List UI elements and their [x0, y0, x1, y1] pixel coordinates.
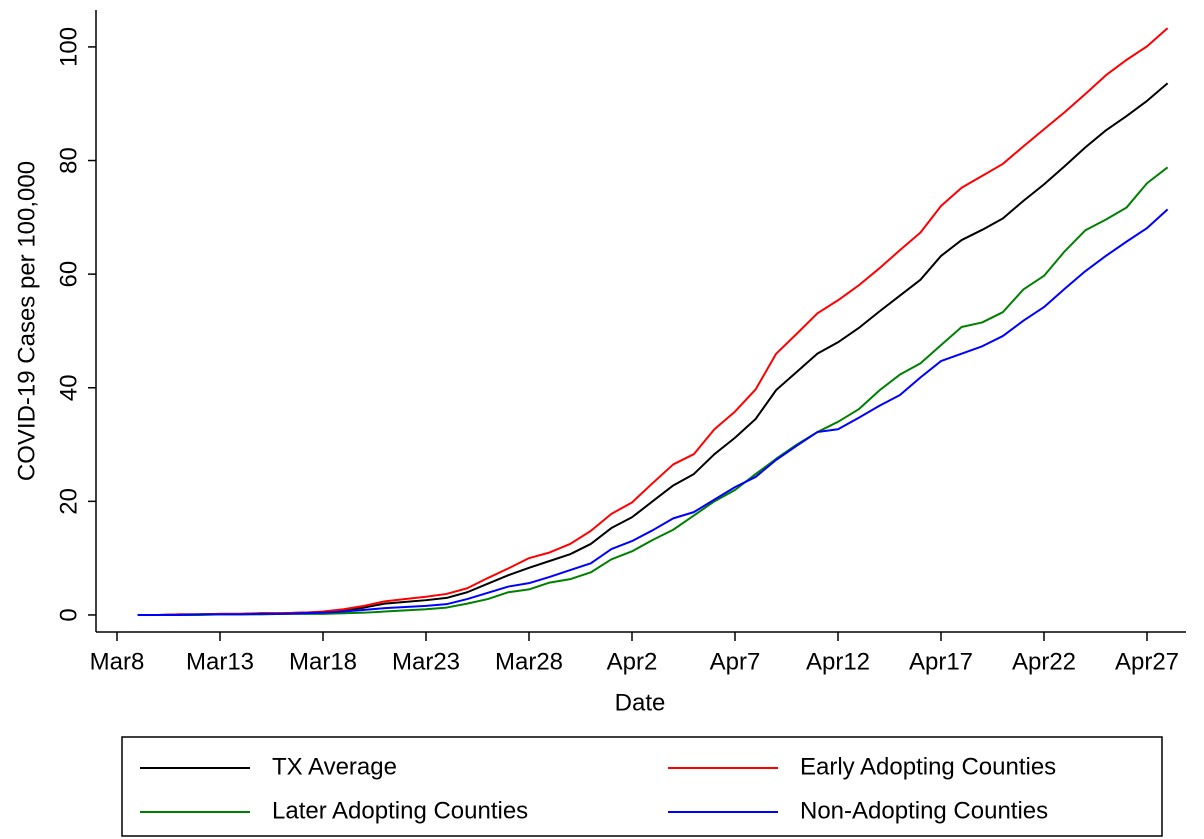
- series-line: [137, 27, 1169, 616]
- x-tick-label: Apr2: [607, 648, 658, 675]
- y-tick-label: 40: [55, 374, 82, 401]
- x-tick-label: Mar28: [495, 648, 563, 675]
- y-tick-label: 0: [55, 608, 82, 621]
- legend-label: Later Adopting Counties: [272, 797, 528, 824]
- legend-label: Early Adopting Counties: [800, 753, 1056, 780]
- x-tick-label: Mar23: [392, 648, 460, 675]
- y-axis-title: COVID-19 Cases per 100,000: [13, 161, 40, 481]
- x-tick-label: Apr12: [806, 648, 870, 675]
- x-tick-label: Apr7: [710, 648, 761, 675]
- x-tick-label: Mar8: [90, 648, 145, 675]
- y-tick-label: 20: [55, 488, 82, 515]
- series-line: [137, 208, 1169, 616]
- y-tick-label: 100: [55, 27, 82, 67]
- legend-label: Non-Adopting Counties: [800, 797, 1048, 824]
- x-tick-label: Mar18: [289, 648, 357, 675]
- series-line: [137, 82, 1169, 616]
- x-tick-label: Mar13: [186, 648, 254, 675]
- series-line: [137, 166, 1169, 616]
- y-tick-label: 80: [55, 147, 82, 174]
- x-tick-label: Apr17: [909, 648, 973, 675]
- legend-box: [121, 736, 1163, 837]
- x-tick-label: Apr27: [1115, 648, 1179, 675]
- y-tick-label: 60: [55, 261, 82, 288]
- legend-label: TX Average: [272, 753, 397, 780]
- x-axis-title: Date: [615, 689, 666, 716]
- x-tick-label: Apr22: [1012, 648, 1076, 675]
